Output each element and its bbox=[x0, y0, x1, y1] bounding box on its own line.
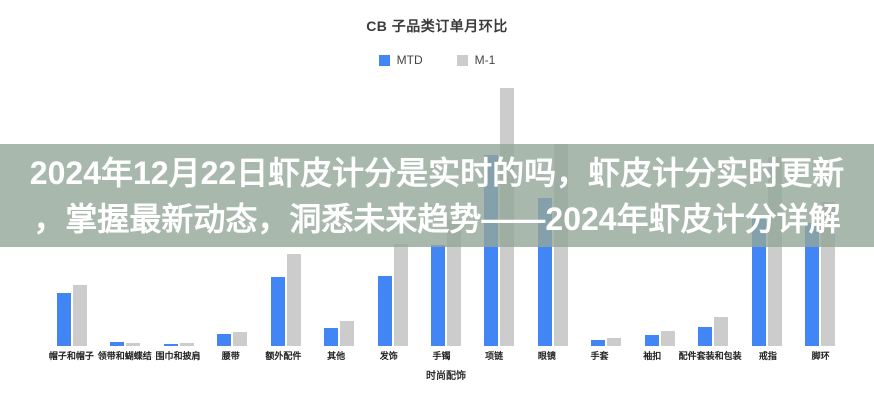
legend-item-mtd[interactable]: MTD bbox=[378, 53, 423, 67]
legend-label-mtd: MTD bbox=[396, 53, 423, 67]
x-axis-label: 额外配件 bbox=[265, 351, 302, 361]
x-axis-label: 领带和蝴蝶结 bbox=[97, 351, 152, 361]
x-axis-label: 脚环 bbox=[811, 351, 830, 361]
bar-group bbox=[152, 85, 205, 346]
x-axis-label: 其他 bbox=[327, 351, 346, 361]
bar-group bbox=[633, 85, 686, 346]
x-axis-label: 戒指 bbox=[758, 351, 777, 361]
bar-m-1[interactable] bbox=[660, 331, 675, 346]
x-axis-title: 时尚配饰 bbox=[426, 371, 466, 382]
bar-m-1[interactable] bbox=[340, 321, 355, 346]
bar-group bbox=[419, 85, 472, 346]
legend-item-m1[interactable]: M-1 bbox=[456, 53, 496, 67]
bar-mtd[interactable] bbox=[431, 245, 446, 346]
chart-title: CB 子品类订单月环比 bbox=[366, 18, 508, 34]
chart-legend: MTD M-1 bbox=[0, 53, 874, 67]
bar-m-1[interactable] bbox=[607, 338, 622, 346]
bar-mtd[interactable] bbox=[324, 328, 339, 346]
bar-group bbox=[580, 85, 633, 346]
bar-m-1[interactable] bbox=[233, 332, 248, 346]
bar-group bbox=[98, 85, 151, 346]
bar-group bbox=[687, 85, 740, 346]
bar-group bbox=[205, 85, 258, 346]
x-axis-label: 发饰 bbox=[379, 351, 398, 361]
legend-swatch-m1 bbox=[456, 54, 468, 66]
bar-mtd[interactable] bbox=[805, 223, 820, 346]
x-axis-label: 配件套装和包装 bbox=[678, 351, 742, 361]
bar-mtd[interactable] bbox=[56, 293, 71, 346]
bar-mtd[interactable] bbox=[270, 277, 285, 346]
bar-mtd[interactable] bbox=[698, 327, 713, 346]
bar-mtd[interactable] bbox=[163, 344, 178, 346]
bar-m-1[interactable] bbox=[72, 285, 87, 346]
bar-mtd[interactable] bbox=[377, 276, 392, 346]
x-axis-label: 手镯 bbox=[432, 351, 451, 361]
bar-group bbox=[366, 85, 419, 346]
x-axis-label: 项链 bbox=[485, 351, 504, 361]
x-axis-labels: 帽子和帽子 领带和蝴蝶结 围巾和披肩 腰带 额外配件 其他 发饰 手镯 项链 眼镜 手套 袖扣 配件套装… bbox=[45, 349, 847, 362]
x-axis-label: 腰带 bbox=[221, 351, 240, 361]
legend-label-m1: M-1 bbox=[474, 53, 496, 67]
x-axis-label: 袖扣 bbox=[643, 351, 662, 361]
bar-group bbox=[259, 85, 312, 346]
bar-mtd[interactable] bbox=[217, 334, 232, 346]
x-axis-label: 眼镜 bbox=[537, 351, 556, 361]
bar-group bbox=[45, 85, 98, 346]
bar-mtd[interactable] bbox=[110, 342, 125, 346]
headline-line-2: ，掌握最新动态，洞悉未来趋势——2024年虾皮计分详解 bbox=[33, 200, 841, 237]
bar-group bbox=[312, 85, 365, 346]
headline-line-1: 2024年12月22日虾皮计分是实时的吗，虾皮计分实时更新 bbox=[29, 154, 845, 191]
bar-m-1[interactable] bbox=[286, 254, 301, 346]
bar-m-1[interactable] bbox=[393, 244, 408, 346]
x-axis-label: 帽子和帽子 bbox=[48, 351, 94, 361]
bar-m-1[interactable] bbox=[179, 343, 194, 346]
bar-m-1[interactable] bbox=[714, 317, 729, 346]
legend-swatch-mtd bbox=[378, 54, 390, 66]
bar-mtd[interactable] bbox=[644, 335, 659, 346]
bar-mtd[interactable] bbox=[751, 215, 766, 346]
x-axis-label: 围巾和披肩 bbox=[155, 351, 201, 361]
x-axis-label: 手套 bbox=[590, 351, 609, 361]
bar-m-1[interactable] bbox=[447, 220, 462, 346]
bar-mtd[interactable] bbox=[591, 340, 606, 346]
headline-banner-overlay: 2024年12月22日虾皮计分是实时的吗，虾皮计分实时更新 ，掌握最新动态，洞悉… bbox=[0, 144, 874, 247]
bar-m-1[interactable] bbox=[126, 343, 141, 346]
